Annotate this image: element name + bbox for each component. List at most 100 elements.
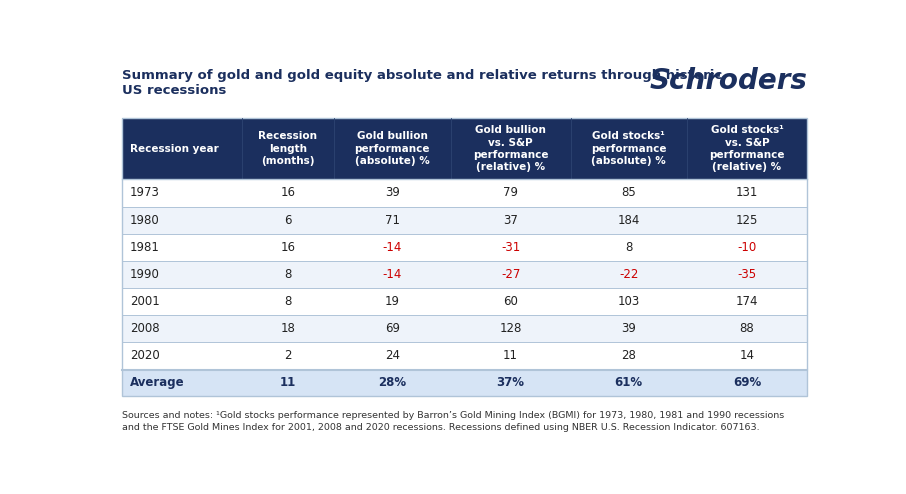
- Text: 2008: 2008: [130, 322, 159, 335]
- Text: Schroders: Schroders: [649, 67, 807, 95]
- Text: 16: 16: [280, 241, 295, 254]
- Text: Gold stocks¹
performance
(absolute) %: Gold stocks¹ performance (absolute) %: [591, 131, 667, 166]
- Text: 2020: 2020: [130, 349, 159, 363]
- Text: -31: -31: [501, 241, 520, 254]
- Text: 103: 103: [618, 295, 640, 308]
- Text: 174: 174: [736, 295, 758, 308]
- Bar: [450, 370, 571, 396]
- Text: 19: 19: [385, 295, 400, 308]
- Text: 16: 16: [280, 186, 295, 200]
- Bar: [242, 206, 334, 234]
- Bar: [242, 234, 334, 261]
- Text: 1980: 1980: [130, 213, 159, 227]
- Text: -14: -14: [382, 268, 402, 281]
- Text: -35: -35: [737, 268, 757, 281]
- Bar: [687, 315, 807, 342]
- Text: 14: 14: [739, 349, 755, 363]
- Text: 8: 8: [284, 295, 292, 308]
- Bar: [334, 234, 450, 261]
- Text: 6: 6: [284, 213, 292, 227]
- Text: 1990: 1990: [130, 268, 160, 281]
- Bar: [687, 261, 807, 288]
- Bar: [242, 370, 334, 396]
- Text: Average: Average: [130, 376, 185, 389]
- Text: 88: 88: [739, 322, 755, 335]
- Bar: [450, 118, 571, 179]
- Bar: [687, 179, 807, 206]
- Text: 24: 24: [385, 349, 400, 363]
- Bar: [121, 261, 242, 288]
- Bar: [242, 261, 334, 288]
- Text: 131: 131: [736, 186, 758, 200]
- Text: -10: -10: [737, 241, 757, 254]
- Text: 11: 11: [503, 349, 518, 363]
- Text: 1973: 1973: [130, 186, 160, 200]
- Bar: [571, 370, 687, 396]
- Text: 8: 8: [284, 268, 292, 281]
- Bar: [334, 261, 450, 288]
- Bar: [121, 342, 242, 370]
- Text: Gold bullion
vs. S&P
performance
(relative) %: Gold bullion vs. S&P performance (relati…: [473, 125, 548, 172]
- Bar: [450, 342, 571, 370]
- Bar: [571, 118, 687, 179]
- Text: 2: 2: [284, 349, 292, 363]
- Bar: [687, 118, 807, 179]
- Bar: [334, 118, 450, 179]
- Bar: [450, 261, 571, 288]
- Bar: [450, 315, 571, 342]
- Bar: [687, 342, 807, 370]
- Text: 39: 39: [622, 322, 636, 335]
- Bar: [242, 342, 334, 370]
- Text: 184: 184: [618, 213, 640, 227]
- Bar: [121, 315, 242, 342]
- Text: 1981: 1981: [130, 241, 160, 254]
- Text: -27: -27: [501, 268, 520, 281]
- Text: Gold stocks¹
vs. S&P
performance
(relative) %: Gold stocks¹ vs. S&P performance (relati…: [709, 125, 785, 172]
- Text: 69: 69: [385, 322, 400, 335]
- Text: 2001: 2001: [130, 295, 159, 308]
- Text: Recession
length
(months): Recession length (months): [258, 131, 317, 166]
- Text: 28%: 28%: [379, 376, 407, 389]
- Text: 85: 85: [622, 186, 636, 200]
- Bar: [687, 206, 807, 234]
- Bar: [334, 370, 450, 396]
- Bar: [571, 234, 687, 261]
- Bar: [121, 118, 807, 396]
- Text: -22: -22: [619, 268, 639, 281]
- Text: 11: 11: [280, 376, 296, 389]
- Bar: [334, 288, 450, 315]
- Bar: [242, 288, 334, 315]
- Bar: [242, 315, 334, 342]
- Bar: [687, 234, 807, 261]
- Bar: [334, 206, 450, 234]
- Text: 28: 28: [622, 349, 636, 363]
- Text: 60: 60: [503, 295, 518, 308]
- Bar: [450, 288, 571, 315]
- Bar: [571, 179, 687, 206]
- Bar: [571, 288, 687, 315]
- Bar: [450, 179, 571, 206]
- Bar: [121, 234, 242, 261]
- Bar: [121, 370, 242, 396]
- Text: 128: 128: [499, 322, 522, 335]
- Text: -14: -14: [382, 241, 402, 254]
- Bar: [121, 179, 242, 206]
- Bar: [334, 315, 450, 342]
- Bar: [334, 179, 450, 206]
- Bar: [121, 118, 242, 179]
- Bar: [450, 234, 571, 261]
- Text: 79: 79: [503, 186, 518, 200]
- Bar: [687, 370, 807, 396]
- Text: 8: 8: [625, 241, 632, 254]
- Text: 18: 18: [281, 322, 295, 335]
- Bar: [121, 206, 242, 234]
- Text: 37%: 37%: [496, 376, 525, 389]
- Text: 39: 39: [385, 186, 400, 200]
- Text: Gold bullion
performance
(absolute) %: Gold bullion performance (absolute) %: [354, 131, 430, 166]
- Text: 69%: 69%: [733, 376, 761, 389]
- Text: 61%: 61%: [615, 376, 643, 389]
- Text: Sources and notes: ¹Gold stocks performance represented by Barron’s Gold Mining : Sources and notes: ¹Gold stocks performa…: [121, 411, 784, 432]
- Bar: [450, 206, 571, 234]
- Text: 71: 71: [385, 213, 400, 227]
- Bar: [571, 315, 687, 342]
